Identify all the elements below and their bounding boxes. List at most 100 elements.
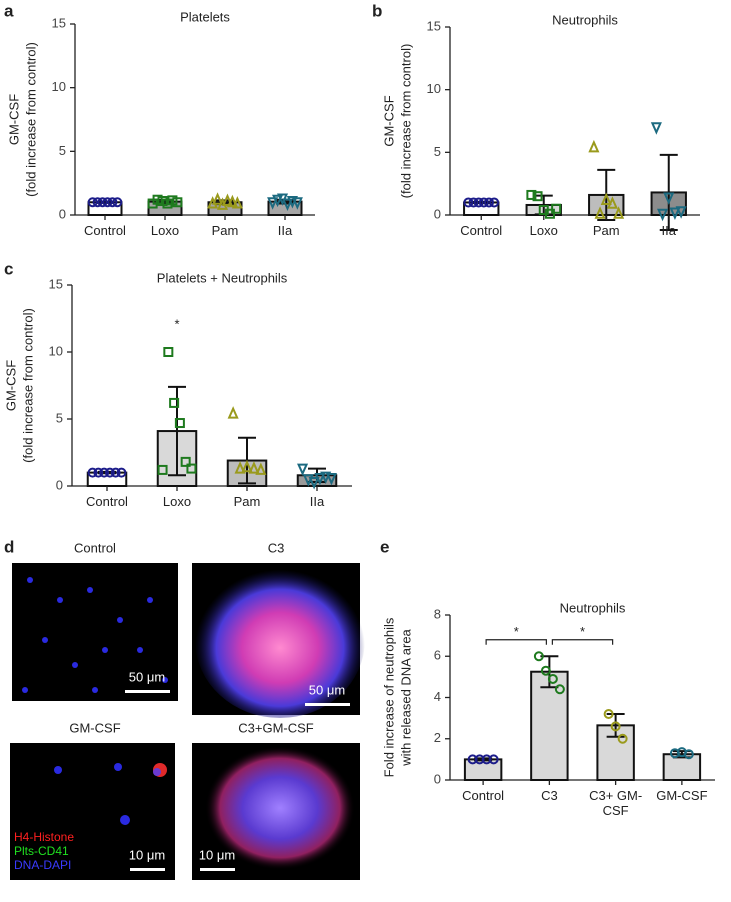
x-tick-label-box: Control <box>462 788 505 803</box>
point <box>594 206 606 219</box>
y-axis-label: (fold increase from control) <box>398 44 413 199</box>
significance-label: * <box>580 624 585 639</box>
x-tick-label-box: C3 <box>541 788 558 803</box>
x-tick-label-box: Loxo <box>162 494 192 509</box>
x-tick-label-box: Control <box>460 223 503 238</box>
y-axis-label: GM-CSF <box>3 360 18 411</box>
point <box>533 651 544 662</box>
x-tick-label-box: IIa <box>277 223 293 238</box>
point <box>473 197 484 208</box>
x-tick-label: Control <box>86 494 128 509</box>
point <box>104 467 115 478</box>
point <box>320 471 332 485</box>
x-tick-label-box: Control <box>86 494 128 509</box>
y-tick-label: 15 <box>427 18 441 33</box>
point <box>221 193 234 206</box>
scale-label: 50 μm <box>129 669 165 684</box>
y-tick-label: 4 <box>434 689 441 704</box>
scale-label: 10 μm <box>199 847 235 862</box>
point <box>116 467 127 478</box>
y-tick-label: 10 <box>49 343 63 358</box>
legend-entry: Plts-CD41 <box>14 844 69 858</box>
point <box>675 206 687 219</box>
image-title: C3 <box>268 540 285 555</box>
point <box>110 467 121 478</box>
panel-letter: e <box>380 537 389 556</box>
point <box>157 464 168 475</box>
scale-label: 50 μm <box>309 682 345 697</box>
point <box>163 347 174 357</box>
x-tick-label: GM-CSF <box>656 788 708 803</box>
x-tick-label-box: IIa <box>661 223 676 238</box>
point <box>650 122 662 135</box>
y-axis-label: GM-CSF <box>381 95 396 146</box>
point <box>234 461 246 474</box>
point <box>248 461 260 474</box>
x-tick-label: Loxo <box>529 223 558 238</box>
image-title: GM-CSF <box>69 720 120 735</box>
x-tick-label: Control <box>462 788 505 803</box>
point <box>291 197 303 210</box>
y-axis-label: Fold increase of neutrophils <box>381 617 396 777</box>
point <box>112 197 123 208</box>
x-tick-label-box: Pam <box>234 494 261 509</box>
point <box>180 456 191 467</box>
point <box>606 196 618 209</box>
chart-title: Neutrophils <box>552 12 618 27</box>
point <box>483 197 494 208</box>
x-tick-label: IIa <box>277 223 293 238</box>
point <box>488 754 499 765</box>
point <box>600 192 612 205</box>
y-tick-label: 0 <box>59 206 66 221</box>
x-tick-label: Control <box>460 223 503 238</box>
point <box>227 406 239 419</box>
x-tick-label-box: GM-CSF <box>656 788 708 803</box>
point <box>610 721 621 732</box>
point <box>308 476 320 490</box>
point <box>683 749 694 760</box>
point <box>554 684 565 695</box>
point <box>588 139 600 153</box>
point <box>669 207 681 220</box>
x-tick-label: IIa <box>661 223 676 238</box>
panel-letter: d <box>4 537 14 556</box>
x-tick-label: C3+ GM-CSF <box>589 788 643 818</box>
point <box>241 459 253 473</box>
y-tick-label: 5 <box>59 143 66 158</box>
point <box>603 709 614 719</box>
x-tick-label: Loxo <box>162 494 192 509</box>
y-tick-label: 5 <box>56 410 63 425</box>
annotation: * <box>174 317 179 332</box>
point <box>102 197 113 208</box>
y-tick-label: 6 <box>434 648 441 663</box>
point <box>478 197 489 208</box>
nuclei <box>22 577 168 693</box>
point <box>281 198 294 212</box>
cells <box>54 763 167 825</box>
point <box>297 463 309 477</box>
point <box>526 189 537 200</box>
chart-title: Platelets + Neutrophils <box>157 270 288 285</box>
point <box>107 197 118 208</box>
y-axis-label: (fold increase from control) <box>23 42 38 197</box>
panel-letter: b <box>372 1 382 20</box>
y-tick-label: 0 <box>56 477 63 492</box>
point <box>267 197 279 210</box>
point <box>532 191 543 202</box>
point <box>489 197 500 208</box>
microscopy-panel: d Control C3 GM-CSF C3+GM-CSF 50 μm 50 μ… <box>4 537 365 880</box>
point <box>540 665 551 676</box>
point <box>169 397 180 408</box>
point <box>468 197 479 208</box>
y-tick-label: 2 <box>434 730 441 745</box>
x-tick-label-box: Pam <box>212 223 239 238</box>
y-axis-label: with released DNA area <box>398 628 413 766</box>
point <box>174 418 185 429</box>
point <box>547 673 558 684</box>
x-tick-label-box: C3+ GM-CSF <box>589 788 643 818</box>
point <box>87 197 98 208</box>
x-tick-label-box: IIa <box>310 494 324 509</box>
bar <box>530 670 569 781</box>
point <box>657 208 669 222</box>
